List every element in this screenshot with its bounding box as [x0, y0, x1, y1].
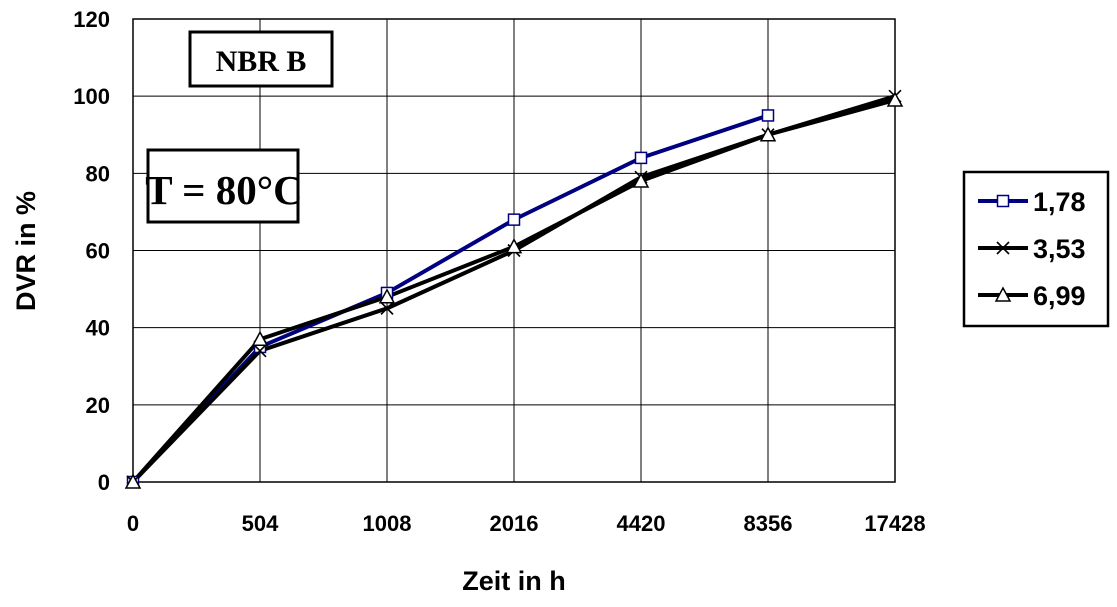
data-point-triangle [124, 473, 142, 489]
x-tick-label: 504 [242, 511, 279, 536]
x-tick-label: 4420 [617, 511, 666, 536]
data-point-square [507, 213, 521, 226]
y-tick-label: 20 [86, 393, 110, 418]
y-tick-label: 80 [86, 161, 110, 186]
data-point-triangle [378, 288, 396, 304]
data-point-triangle [759, 126, 777, 142]
y-axis-title: DVR in % [11, 191, 41, 311]
data-point-triangle [632, 172, 650, 188]
data-point-triangle [505, 238, 523, 254]
plot-area [132, 18, 896, 483]
data-point-x [380, 301, 394, 315]
y-tick-label: 120 [73, 7, 110, 32]
grid [132, 18, 896, 483]
tick-labels: 0 20 40 60 80 100 120 0 504 1008 2016 4420 8356 17428 [73, 7, 925, 536]
y-tick-label: 40 [86, 316, 110, 341]
legend-label: 6,99 [1033, 281, 1086, 311]
legend-entry: 6,99 [978, 281, 1086, 311]
series-markers [124, 89, 904, 489]
x-tick-label: 2016 [490, 511, 539, 536]
annotation-temperature-box: T = 80°C [145, 148, 303, 224]
x-axis-title: Zeit in h [462, 566, 566, 596]
data-point-x [996, 241, 1010, 255]
series-line-1 [131, 113, 770, 484]
annotation-temperature: T = 80°C [145, 167, 302, 213]
data-point-square [996, 194, 1010, 208]
x-tick-label: 8356 [744, 511, 793, 536]
data-point-x [253, 344, 267, 358]
legend-entry: 1,78 [978, 187, 1086, 217]
annotation-material: NBR B [216, 45, 307, 78]
legend-label: 3,53 [1033, 234, 1086, 264]
x-tick-label: 17428 [864, 511, 925, 536]
x-tick-label: 1008 [363, 511, 412, 536]
y-tick-label: 60 [86, 239, 110, 264]
data-point-square [634, 151, 648, 165]
data-point-square [761, 109, 775, 122]
data-point-triangle [886, 91, 904, 107]
legend-entry: 3,53 [978, 234, 1086, 264]
data-point-triangle [251, 330, 269, 346]
legend-label: 1,78 [1033, 187, 1086, 217]
annotation-material-box: NBR B [188, 30, 334, 88]
legend: 1,78 3,53 6,99 [962, 170, 1110, 328]
y-tick-label: 100 [73, 84, 110, 109]
data-point-triangle [994, 286, 1012, 302]
x-tick-label: 0 [127, 511, 139, 536]
y-tick-label: 0 [98, 470, 110, 495]
